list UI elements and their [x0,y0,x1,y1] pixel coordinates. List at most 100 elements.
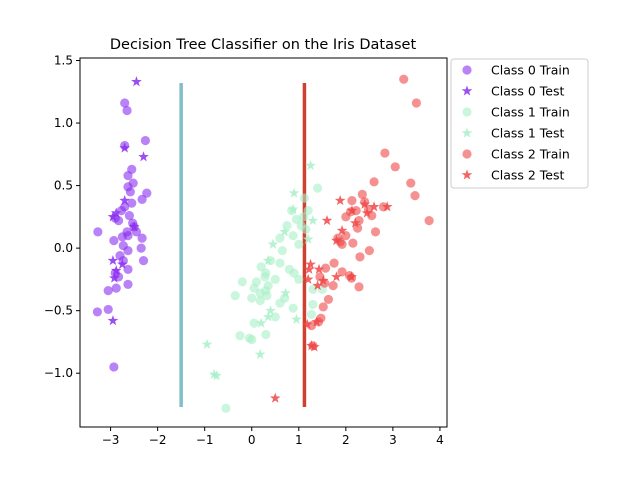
data-point [355,252,365,262]
data-point [349,217,361,228]
data-point [138,256,149,266]
data-point [287,203,299,214]
data-point [303,263,315,274]
data-point [103,286,113,296]
data-point [110,265,122,276]
data-point [262,311,274,322]
data-point [280,287,291,298]
x-tick-label: 1 [295,433,303,447]
data-point [381,201,393,212]
data-point [119,195,131,206]
data-point [255,317,267,328]
data-point [364,246,374,256]
data-point [260,272,270,282]
axes: −3 −2 −1 0 1 2 3 4 −1.0 −0.5 0.0 0.5 1.0 1.5 [44,54,448,447]
data-point [125,187,135,197]
data-point [270,312,280,322]
data-point [247,293,257,303]
data-point [255,296,265,306]
data-point [306,340,317,351]
data-point [109,236,119,246]
data-point [336,225,348,236]
data-point [347,195,357,206]
data-point [346,205,358,216]
data-point [140,135,151,146]
x-tick-label: −1 [196,433,214,447]
chart-title: Decision Tree Classifier on the Iris Dat… [110,37,417,53]
data-point [305,159,316,171]
data-point [120,98,130,108]
data-point [237,277,247,287]
data-point [123,246,133,256]
data-point [249,318,259,328]
data-point [328,281,338,291]
series-0 [92,98,152,372]
legend-marker [462,149,472,159]
data-point [317,275,329,286]
data-point [131,227,142,237]
data-point [122,105,132,116]
y-tick-label: 1.5 [54,54,73,68]
data-point [323,294,334,305]
data-point [354,282,364,292]
data-point [321,263,331,273]
data-point [136,243,146,253]
data-point [269,392,281,403]
data-point [107,255,119,266]
data-point [329,258,339,268]
data-point [93,227,103,237]
data-point [244,333,254,343]
data-point [313,263,325,274]
data-point [288,187,300,198]
y-tick-label: −1.0 [44,366,73,380]
y-tick-label: 0.5 [54,179,73,193]
series-2 [221,183,327,413]
data-point [424,216,434,226]
legend-marker [461,85,473,96]
data-point [123,231,133,241]
data-point [303,206,313,216]
data-point [113,216,124,226]
data-point [123,170,133,181]
data-point [211,370,222,381]
data-point [307,215,319,226]
data-point [277,246,287,256]
data-point [249,283,259,293]
legend-label: Class 2 Train [491,147,570,162]
data-point [312,280,323,291]
x-tick-label: 0 [248,433,256,447]
axes-frame [79,57,448,428]
data-point [235,331,245,341]
data-point [109,362,119,372]
data-point [261,329,271,340]
data-point [337,267,347,277]
data-point [361,207,373,218]
data-point [123,264,133,274]
data-point [92,307,103,317]
data-point [137,233,147,243]
data-point [308,299,318,310]
data-point [370,227,381,237]
data-point [127,198,137,208]
data-point [341,212,351,222]
data-point [137,194,147,204]
data-point [262,291,272,301]
legend-marker [462,107,472,117]
data-point [306,309,317,320]
data-point [131,76,142,87]
x-tick-label: −2 [149,433,167,447]
data-point [308,341,320,352]
data-point [302,273,314,284]
data-point [107,211,119,222]
data-point [294,274,304,284]
legend-marker [462,65,472,75]
data-point [346,271,357,282]
data-point [348,238,358,248]
y-tick-label: −0.5 [44,304,73,318]
data-point [288,303,298,313]
data-point [334,195,346,206]
data-point [298,212,309,222]
y-tick-label: 0.0 [54,241,73,255]
legend: Class 0 Train Class 0 Test Class 1 Train Cl… [450,58,589,189]
